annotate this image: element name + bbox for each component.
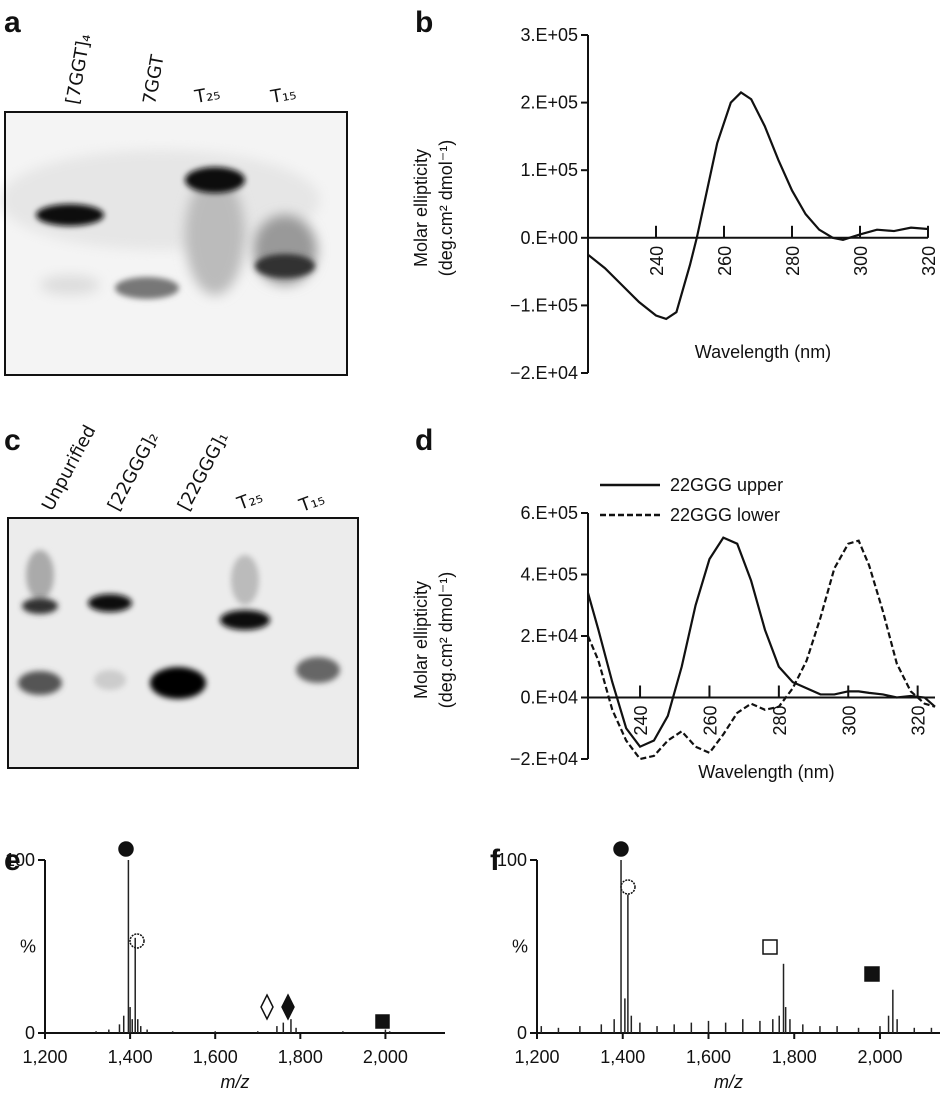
y-axis-label: (deg.cm² dmol⁻¹) <box>436 140 456 277</box>
y-tick-label: −1.E+05 <box>510 295 578 315</box>
y-tick-label: 0 <box>25 1023 35 1043</box>
lane-label: Unpurified <box>38 422 101 515</box>
lane-label: T₂₅ <box>192 83 222 108</box>
gel-a <box>0 111 348 376</box>
y-tick-label: 6.E+05 <box>520 503 578 523</box>
x-tick-label: 280 <box>770 706 790 736</box>
x-tick-label: 240 <box>631 706 651 736</box>
y-tick-label: 0 <box>517 1023 527 1043</box>
legend-label: 22GGG upper <box>670 475 783 495</box>
y-tick-label: 0.E+00 <box>520 228 578 248</box>
y-tick-label: −2.E+04 <box>510 363 578 383</box>
y-axis-label: (deg.cm² dmol⁻¹) <box>436 572 456 709</box>
x-tick-label: 1,200 <box>514 1047 559 1067</box>
y-tick-label: 4.E+05 <box>520 565 578 585</box>
lane-label: T₁₅ <box>268 83 298 108</box>
y-axis-label: Molar ellipticity <box>411 149 431 267</box>
lane-label: [7GGT]₄ <box>62 32 95 106</box>
lane-label: 7GGT <box>139 52 168 106</box>
x-axis-label: m/z <box>221 1072 250 1092</box>
x-axis-label: Wavelength (nm) <box>695 342 831 362</box>
lane-label: T₂₅ <box>234 486 266 515</box>
y-tick-label: 2.E+04 <box>520 626 578 646</box>
y-tick-label: −2.E+04 <box>510 749 578 769</box>
x-tick-label: 300 <box>851 246 871 276</box>
x-axis-label: m/z <box>714 1072 743 1092</box>
y-tick-label: 2.E+05 <box>520 93 578 113</box>
y-axis-label: % <box>20 937 36 957</box>
peak-markers <box>118 841 880 1029</box>
y-axis-label: % <box>512 937 528 957</box>
x-tick-label: 1,600 <box>193 1047 238 1067</box>
curve <box>586 536 936 749</box>
panel-label: a <box>4 6 21 39</box>
x-tick-label: 2,000 <box>363 1047 408 1067</box>
x-axis-label: Wavelength (nm) <box>698 762 834 782</box>
x-tick-label: 1,800 <box>278 1047 323 1067</box>
panel-label: b <box>415 6 433 39</box>
x-tick-label: 1,200 <box>22 1047 67 1067</box>
lane-label: [22GGG]₁ <box>174 429 233 515</box>
y-tick-label: 1.E+05 <box>520 160 578 180</box>
lane-label: [22GGG]₂ <box>104 429 163 515</box>
y-axis-label: Molar ellipticity <box>411 581 431 699</box>
x-tick-label: 260 <box>700 706 720 736</box>
y-tick-label: 3.E+05 <box>520 25 578 45</box>
x-tick-label: 1,800 <box>772 1047 817 1067</box>
curve <box>587 91 929 321</box>
curve <box>586 539 936 761</box>
panel-label: f <box>490 844 501 877</box>
gel-c <box>7 517 359 769</box>
x-tick-label: 240 <box>647 246 667 276</box>
x-tick-label: 320 <box>919 246 939 276</box>
x-tick-label: 2,000 <box>857 1047 902 1067</box>
x-tick-label: 300 <box>839 706 859 736</box>
x-tick-label: 1,400 <box>600 1047 645 1067</box>
lane-label: T₁₅ <box>296 488 328 517</box>
panel-label: d <box>415 424 433 457</box>
x-tick-label: 1,600 <box>686 1047 731 1067</box>
legend-label: 22GGG lower <box>670 505 780 525</box>
x-tick-label: 260 <box>715 246 735 276</box>
panel-label: c <box>4 424 21 457</box>
x-tick-label: 280 <box>783 246 803 276</box>
y-tick-label: 100 <box>5 850 35 870</box>
y-tick-label: 0.E+04 <box>520 688 578 708</box>
x-tick-label: 1,400 <box>108 1047 153 1067</box>
x-tick-label: 320 <box>909 706 929 736</box>
panel-label: e <box>4 844 21 877</box>
y-tick-label: 100 <box>497 850 527 870</box>
